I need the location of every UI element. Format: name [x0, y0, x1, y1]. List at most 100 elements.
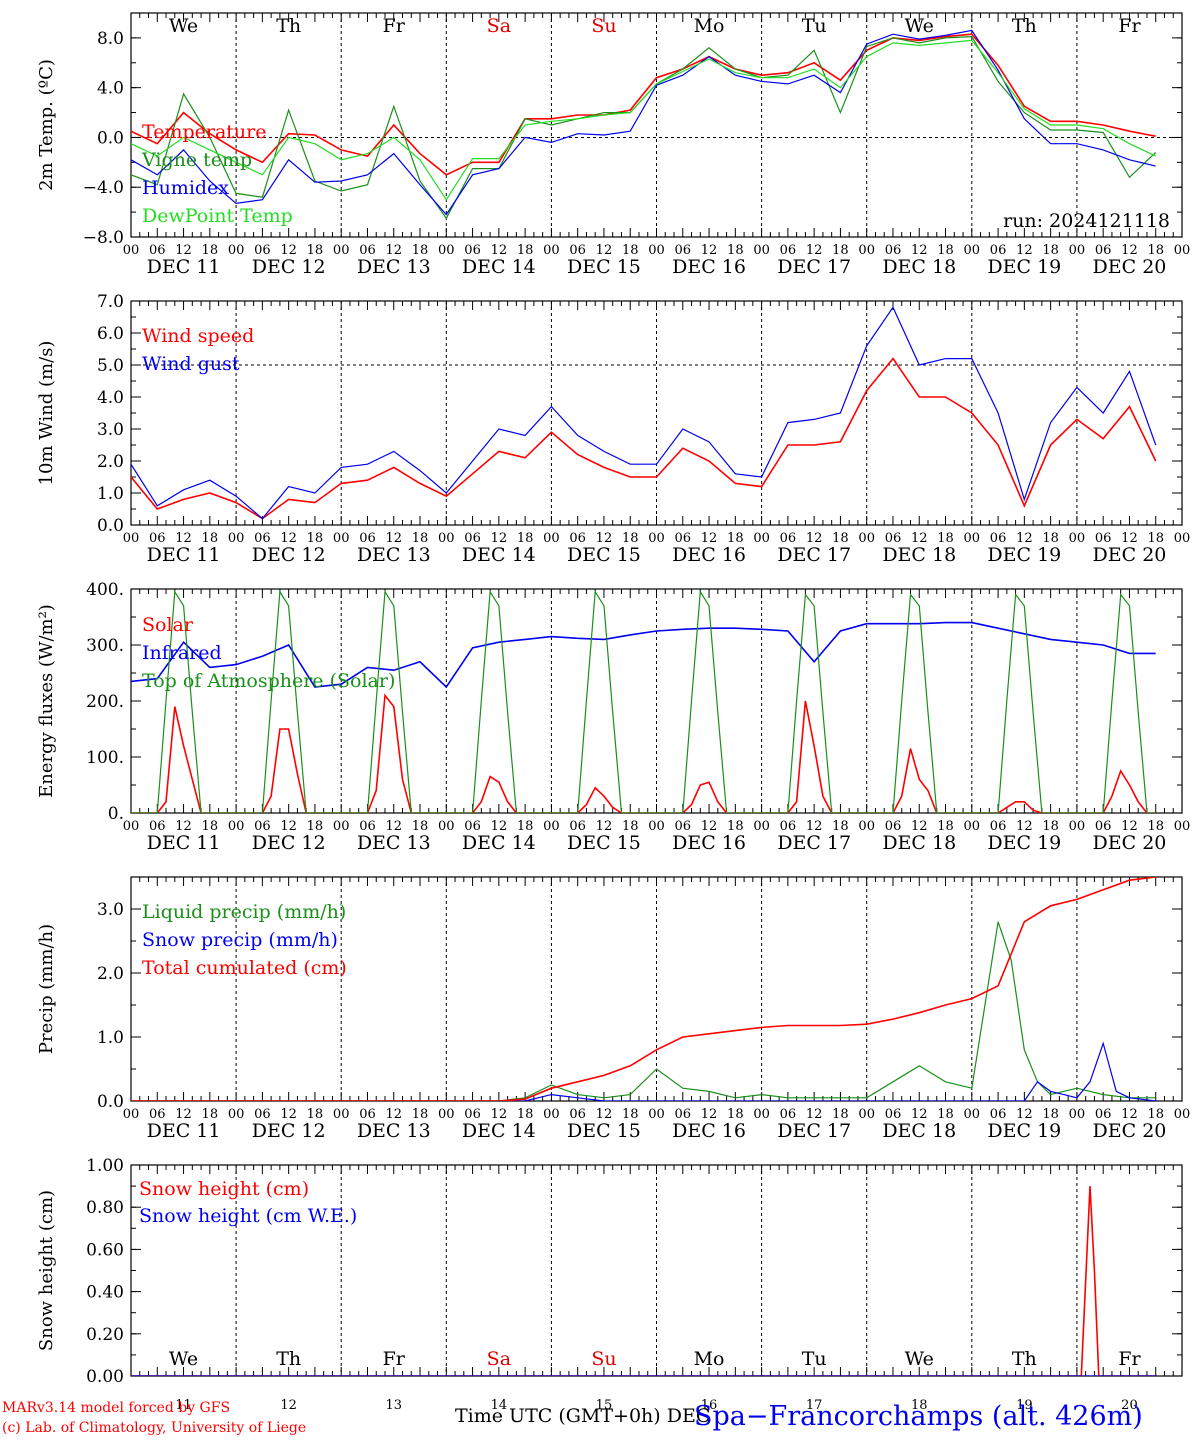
series-line-top-of-atmosphere-solar- — [131, 589, 1156, 813]
x-hour-label: 18 — [1147, 243, 1164, 258]
y-tick-label: 7.0 — [97, 292, 124, 312]
x-date-label: DEC 19 — [987, 1120, 1061, 1142]
x-hour-label: 00 — [333, 819, 350, 834]
day-of-week-label: We — [169, 1348, 198, 1370]
x-hour-label: 06 — [990, 1107, 1007, 1122]
x-hour-label: 12 — [385, 1107, 402, 1122]
x-hour-label: 18 — [622, 531, 639, 546]
series-group — [131, 306, 1157, 520]
series-line-vigne-temp — [131, 35, 1157, 220]
series-line-humidex — [131, 29, 1156, 216]
x-date-label: DEC 16 — [672, 1120, 746, 1142]
panel-2: 7.0 6.0 5.0 4.0 3.0 2.0 1.0 0.0 10m Wind (m/s) 00… — [36, 292, 1190, 566]
x-hour-label: 06 — [780, 819, 797, 834]
y-tick-label: 3.0 — [97, 900, 124, 920]
x-hour-label: 06 — [885, 531, 902, 546]
x-date-label: DEC 14 — [462, 832, 536, 854]
x-hour-label: 06 — [780, 1107, 797, 1122]
x-hour-label: 18 — [307, 531, 324, 546]
x-hour-label: 00 — [753, 531, 770, 546]
day-of-week-label: Sa — [487, 15, 511, 37]
x-hour-label: 18 — [412, 819, 429, 834]
day-of-week-label: Mo — [694, 15, 725, 37]
day-of-week-label: Fr — [383, 15, 406, 37]
x-hour-label: 18 — [1147, 819, 1164, 834]
x-date-label: DEC 17 — [777, 832, 851, 854]
x-hour-label: 00 — [1069, 819, 1086, 834]
x-hour-label: 00 — [123, 1107, 140, 1122]
x-hour-label: 00 — [228, 243, 245, 258]
x-hour-label: 12 — [1016, 243, 1033, 258]
y-tick-label: 2.0 — [97, 452, 124, 472]
x-hour-label: 00 — [543, 819, 560, 834]
run-label: run: 2024121118 — [1003, 210, 1170, 232]
x-hour-label: 06 — [359, 531, 376, 546]
x-hour-label: 00 — [333, 243, 350, 258]
day-of-week-label: Th — [1012, 1348, 1037, 1370]
y-tick-label: 3.0 — [97, 420, 124, 440]
x-date-label: DEC 15 — [567, 832, 641, 854]
x-hour-label: 06 — [254, 243, 271, 258]
x-hour-label: 18 — [202, 243, 219, 258]
series-line-solar — [131, 693, 1156, 813]
day-of-week-label: Tu — [802, 15, 827, 37]
x-hour-label: 00 — [1069, 1107, 1086, 1122]
panel-3: 400. 300. 200. 100. 0. Energy fluxes (W/m²) 00… — [36, 580, 1190, 854]
x-hour-label: 12 — [806, 1107, 823, 1122]
x-date-label: DEC 19 — [987, 256, 1061, 278]
x-hour-label: 12 — [280, 819, 297, 834]
x-hour-label: 00 — [1174, 243, 1191, 258]
x-hour-label: 18 — [832, 243, 849, 258]
y-axis-label: 2m Temp. (ºC) — [36, 59, 57, 191]
x-day-number: 11 — [175, 1398, 192, 1413]
series-line-snow-height-cm- — [131, 1186, 1156, 1376]
x-hour-label: 00 — [1174, 1107, 1191, 1122]
x-hour-label: 12 — [701, 819, 718, 834]
x-date-label: DEC 12 — [252, 544, 326, 566]
x-hour-label: 12 — [385, 243, 402, 258]
x-hour-label: 18 — [727, 243, 744, 258]
day-of-week-label: Su — [591, 15, 616, 37]
day-of-week-label: Mo — [694, 1348, 725, 1370]
x-hour-label: 12 — [1016, 531, 1033, 546]
x-hour-label: 18 — [937, 531, 954, 546]
x-hour-label: 06 — [149, 1107, 166, 1122]
x-hour-label: 12 — [701, 1107, 718, 1122]
y-tick-label: 0.80 — [86, 1198, 124, 1218]
x-hour-label: 12 — [175, 243, 192, 258]
x-hour-label: 06 — [1095, 531, 1112, 546]
y-tick-label: 6.0 — [97, 324, 124, 344]
series-group — [131, 1186, 1156, 1376]
x-hour-label: 06 — [254, 819, 271, 834]
x-hour-label: 06 — [464, 243, 481, 258]
x-hour-label: 00 — [648, 1107, 665, 1122]
x-hour-label: 18 — [307, 243, 324, 258]
x-hour-label: 12 — [911, 243, 928, 258]
y-tick-label: 300. — [86, 636, 124, 656]
series-group — [131, 29, 1157, 220]
x-hour-label: 12 — [1016, 1107, 1033, 1122]
plot-frame — [130, 588, 1183, 814]
x-day-number: 17 — [806, 1398, 823, 1413]
y-tick-label: 4.0 — [97, 388, 124, 408]
x-hour-label: 06 — [1095, 819, 1112, 834]
legend-entry: Wind speed — [142, 325, 254, 347]
x-hour-label: 12 — [175, 531, 192, 546]
x-hour-label: 06 — [464, 531, 481, 546]
x-date-label: DEC 14 — [462, 1120, 536, 1142]
y-axis-label: 10m Wind (m/s) — [36, 341, 57, 486]
x-hour-label: 18 — [622, 243, 639, 258]
x-hour-label: 12 — [175, 819, 192, 834]
x-hour-label: 00 — [964, 819, 981, 834]
x-hour-label: 00 — [858, 1107, 875, 1122]
x-hour-label: 06 — [359, 243, 376, 258]
x-date-label: DEC 20 — [1093, 1120, 1167, 1142]
x-date-label: DEC 13 — [357, 832, 431, 854]
y-tick-label: 0.60 — [86, 1240, 124, 1260]
y-axis-label: Snow height (cm) — [36, 1190, 57, 1351]
legend-entry: Liquid precip (mm/h) — [142, 901, 346, 923]
legend-entry: Solar — [142, 614, 194, 636]
x-date-label: DEC 11 — [147, 832, 221, 854]
x-hour-label: 06 — [675, 819, 692, 834]
x-hour-label: 12 — [491, 531, 508, 546]
